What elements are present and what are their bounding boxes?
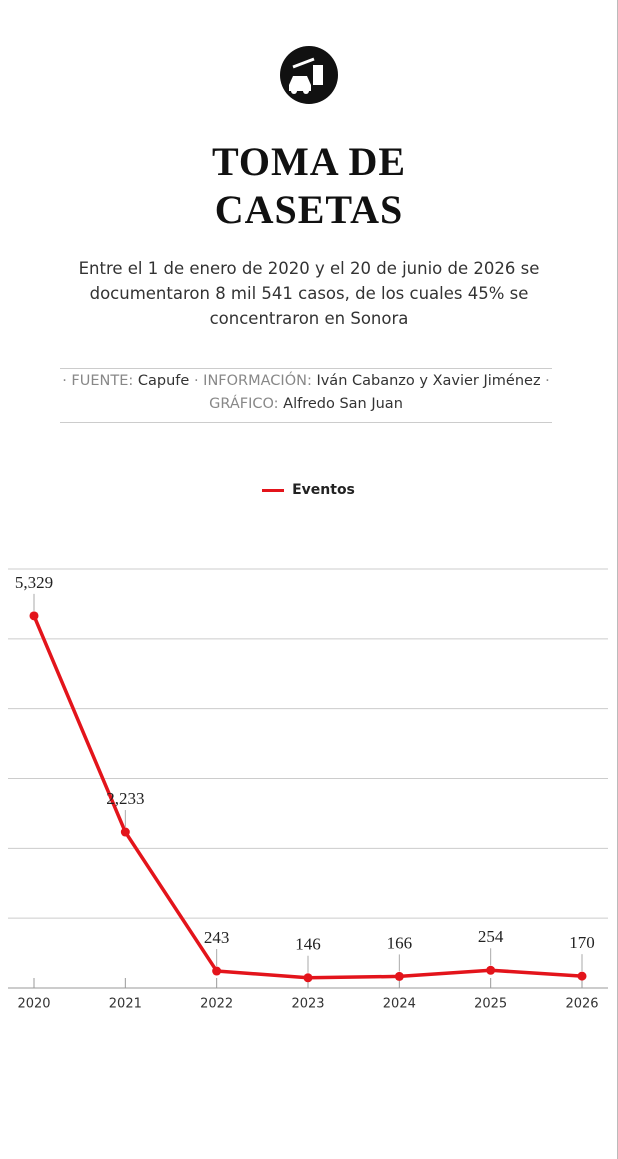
point	[303, 973, 313, 983]
icon	[280, 46, 338, 104]
x-tick-label: 2026	[565, 997, 598, 1012]
title: TOMA DE CASETAS	[211, 139, 407, 232]
x-tick-label: 2023	[291, 997, 324, 1012]
point	[29, 611, 39, 621]
credit-label: · FUENTE:	[62, 373, 134, 389]
credit-value: Iván Cabanzo y Xavier Jiménez	[316, 373, 541, 389]
value-label: 2,233	[106, 789, 144, 808]
credit-value: Alfredo San Juan	[283, 396, 403, 412]
point	[394, 971, 404, 981]
legend-swatch	[262, 488, 285, 492]
point	[577, 971, 587, 981]
credit-label: · INFORMACIÓN:	[193, 373, 312, 389]
point	[212, 966, 222, 976]
value-label: 5,329	[15, 573, 53, 592]
value-label: 254	[478, 927, 504, 946]
point	[120, 827, 130, 837]
value-label: 243	[204, 928, 230, 947]
x-tick-label: 2025	[474, 997, 507, 1012]
legend: Eventos	[0, 482, 617, 498]
x-tick-label: 2024	[383, 997, 416, 1012]
value-label: 146	[295, 935, 321, 954]
value-label: 166	[387, 933, 413, 952]
x-tick-label: 2020	[17, 997, 50, 1012]
credit-value: Capufe	[137, 373, 190, 389]
credit-label: · GRÁFICO:	[209, 373, 550, 412]
legend-label: Eventos	[292, 482, 355, 498]
credits: · FUENTE: Capufe · INFORMACIÓN: Iván Cab…	[60, 368, 552, 423]
x-tick-label: 2022	[200, 997, 233, 1012]
chart: 2020 2021 2022 2023 2024 2025 2026 5,329 2,233 24…	[8, 568, 608, 1012]
value-label: 170	[569, 933, 595, 952]
x-tick-label: 2021	[109, 997, 142, 1012]
subtitle: Entre el 1 de enero de 2020 y el 20 de j…	[78, 259, 540, 328]
point	[486, 965, 496, 975]
